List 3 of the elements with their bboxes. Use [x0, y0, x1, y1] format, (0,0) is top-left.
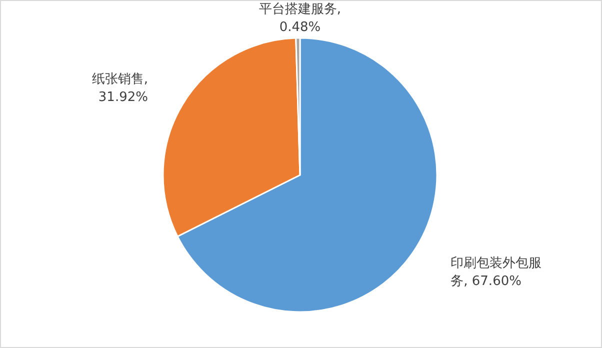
slice-label: 纸张销售, 31.92% — [90, 71, 148, 108]
slice-label: 印刷包装外包服务, 67.60% — [450, 254, 543, 291]
slice-label: 平台搭建服务, 0.48% — [258, 1, 342, 37]
